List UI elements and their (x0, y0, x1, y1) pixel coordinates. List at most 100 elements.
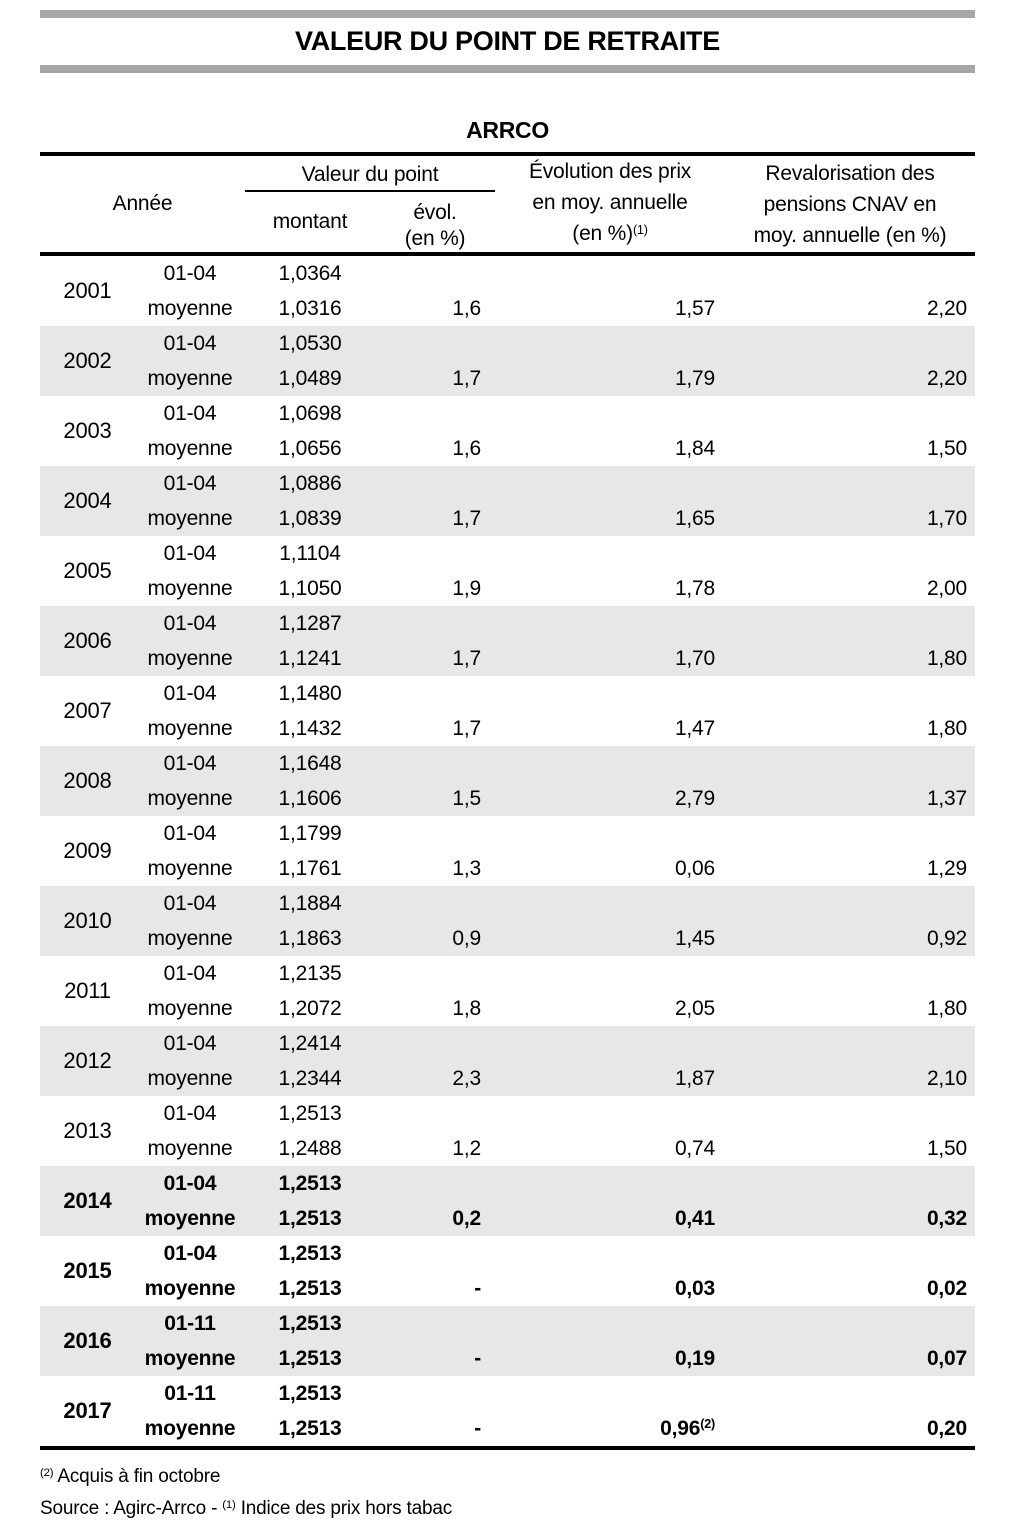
table-row: 2004 01-04 1,0886 (40, 466, 976, 536)
cnav-cell: 0,32 (725, 1201, 976, 1236)
evol-cell-empty (375, 1306, 496, 1341)
prix-cell: 1,70 (495, 641, 726, 676)
evol-cell: - (375, 1341, 496, 1376)
montant-cell: 1,1648 (245, 746, 376, 781)
evol-cell-empty (375, 1376, 495, 1411)
footnote-2-text: Acquis à fin octobre (53, 1466, 221, 1487)
cnav-cell-empty (725, 536, 975, 571)
prix-value: 1,78 (674, 576, 716, 600)
header-row-2: montant évol. (40, 191, 975, 233)
cnav-cell: 1,70 (725, 501, 976, 536)
montant-cell: 1,2513 (245, 1201, 376, 1236)
document-page: VALEUR DU POINT DE RETRAITE ARRCO Année … (40, 10, 976, 1520)
period-cell: 01-04 (163, 961, 217, 985)
header-row-1: Année Valeur du point Évolution des prix… (40, 154, 975, 247)
year-cell: 2012 (40, 1026, 135, 1096)
cnav-cell-empty (725, 676, 975, 711)
period-cell: 01-04 (135, 1026, 246, 1061)
table-row: 2015 01-04 1,2513 (40, 1236, 975, 1284)
evol-cell-empty (375, 254, 495, 291)
montant-cell: 1,1104 (279, 541, 341, 565)
evol-cell-empty (375, 1096, 495, 1131)
montant-cell: 1,0839 (245, 501, 376, 536)
year-cell: 2008 (40, 746, 135, 816)
montant-cell: 1,2135 (278, 961, 342, 985)
period-cell: 01-04 (135, 606, 246, 641)
prix-cell: 1,84 (495, 431, 725, 466)
cnav-cell-empty (725, 254, 975, 291)
year-cell: 2003 (63, 418, 112, 443)
prix-value: 1,45 (674, 926, 716, 950)
prix-cell: 2,05 (495, 991, 725, 1026)
table-row: moyenne 1,1432 1,7 1,47 1,80 (40, 711, 975, 746)
montant-cell: 1,2513 (278, 1241, 342, 1265)
montant-cell: 1,0698 (278, 401, 342, 425)
table-row: moyenne 1,2072 1,8 2,05 1,80 (40, 991, 975, 1026)
table-row: 2012 01-04 1,2414 (40, 1026, 976, 1096)
prix-value: 2,05 (674, 996, 716, 1020)
montant-cell: 1,0886 (245, 466, 376, 501)
montant-cell: 1,0530 (245, 326, 376, 361)
montant-cell: 1,0489 (245, 361, 376, 396)
evol-cell-empty (375, 606, 496, 641)
table-row: 2017 01-11 1,2513 (40, 1376, 975, 1424)
prix-cell: 0,19 (495, 1341, 726, 1376)
period-cell: 01-04 (135, 326, 246, 361)
prix-value: 0,41 (674, 1206, 716, 1230)
cnav-cell: 0,02 (926, 1276, 968, 1300)
cnav-cell-empty (725, 1236, 975, 1271)
prix-cell-empty (495, 676, 725, 711)
montant-cell: 1,0656 (278, 436, 342, 460)
table-row: moyenne 1,0316 1,6 1,57 2,20 (40, 291, 975, 326)
cnav-cell-empty (725, 1306, 976, 1341)
cnav-cell-empty (725, 466, 976, 501)
evol-cell: 1,7 (375, 641, 496, 676)
cnav-cell-empty (725, 746, 976, 781)
header-footnote-marker: (1) (632, 222, 648, 237)
col-header-evol: évol. (413, 201, 457, 224)
header-line: pensions CNAV en (763, 192, 937, 216)
header-line: moy. annuelle (en %) (753, 223, 947, 247)
col-header-evolution-prix: Évolution des prix en moy. annuelle (en … (495, 154, 725, 254)
montant-cell: 1,2513 (245, 1306, 376, 1341)
year-cell: 2009 (63, 838, 112, 863)
table-row: moyenne 1,0839 1,7 1,65 1,70 (40, 501, 976, 536)
period-cell: moyenne (135, 641, 246, 676)
prix-cell-empty (495, 536, 725, 571)
year-cell: 2010 (40, 886, 135, 956)
table-row: moyenne 1,1050 1,9 1,78 2,00 (40, 571, 975, 606)
year-cell: 2016 (40, 1306, 135, 1376)
table-row: 2011 01-04 1,2135 (40, 956, 975, 1004)
year-cell: 2007 (63, 698, 112, 723)
cnav-cell-empty (725, 816, 975, 851)
evol-cell-empty (375, 396, 495, 431)
period-cell: moyenne (144, 1416, 236, 1440)
evol-cell: 1,9 (452, 576, 482, 600)
evol-cell: 1,7 (375, 361, 496, 396)
evol-cell-empty (375, 536, 495, 571)
year-cell: 2014 (40, 1166, 135, 1236)
header-line: Évolution des prix (528, 160, 692, 183)
period-cell: 01-04 (135, 886, 246, 921)
prix-value: 1,47 (674, 716, 716, 740)
montant-cell: 1,0316 (278, 296, 342, 320)
evol-cell-empty (375, 466, 496, 501)
montant-cell: 1,1287 (245, 606, 376, 641)
footnote-2: (2) Acquis à fin octobre (40, 1466, 975, 1488)
montant-cell: 1,2488 (278, 1136, 342, 1160)
period-cell: moyenne (147, 996, 233, 1020)
cnav-cell: 2,00 (926, 576, 968, 600)
cnav-cell: 1,29 (926, 856, 968, 880)
cnav-cell-empty (725, 326, 976, 361)
prix-value: 2,79 (674, 786, 716, 810)
prix-cell: 0,03 (495, 1271, 725, 1306)
period-cell: moyenne (135, 781, 246, 816)
cnav-cell: 1,80 (725, 641, 976, 676)
year-cell: 2015 (63, 1258, 112, 1283)
montant-cell: 1,2513 (278, 1276, 342, 1300)
table-row: moyenne 1,1241 1,7 1,70 1,80 (40, 641, 976, 676)
prix-cell: 1,57 (495, 291, 725, 326)
table-row: 2005 01-04 1,1104 (40, 536, 975, 584)
prix-cell-empty (495, 1026, 726, 1061)
table-row: 2002 01-04 1,0530 (40, 326, 976, 396)
